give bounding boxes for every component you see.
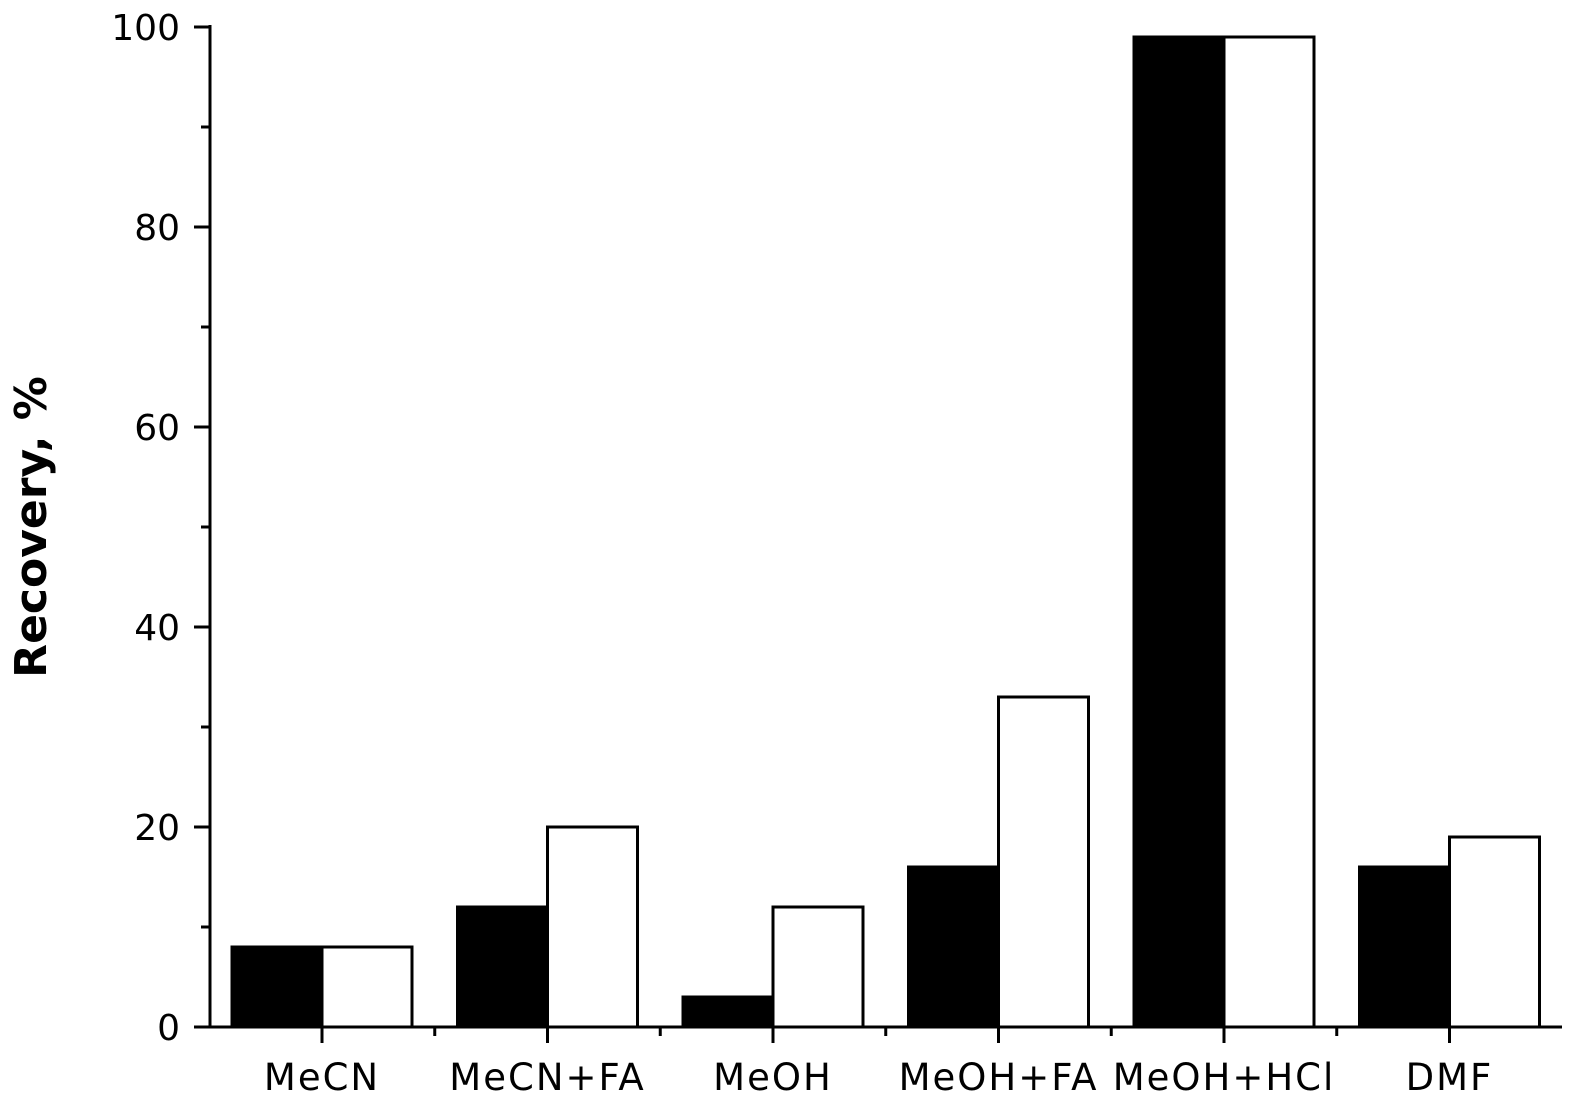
bar-groups [230,35,1541,1029]
x-axis-ticks: MeCN MeCN+FA MeOH MeOH+FA MeOH+HCl DMF [264,1027,1494,1099]
bar-filled [907,865,1000,1029]
bar-filled [681,995,775,1029]
bar-group [456,825,639,1029]
y-tick-label: 60 [134,408,180,449]
y-tick-label: 80 [134,208,180,249]
bar-filled [456,905,549,1029]
bar-group [681,905,865,1029]
y-tick-label: 0 [157,1008,180,1049]
x-tick-label: MeOH+FA [899,1056,1099,1099]
y-tick-label: 100 [111,8,180,49]
x-tick-label: MeCN [264,1056,380,1099]
bar-group [1132,35,1316,1029]
y-axis-ticks: 0 20 40 60 80 100 [111,8,210,1049]
x-tick-label: MeOH+HCl [1113,1056,1336,1099]
x-tick-label: DMF [1406,1056,1494,1099]
bar-open [1222,35,1316,1029]
bar-filled [1358,865,1451,1029]
bar-group [907,695,1090,1029]
bar-group [230,945,414,1029]
bar-filled [1132,35,1226,1029]
bar-open [771,905,865,1029]
x-tick-label: MeOH [713,1056,833,1099]
bar-filled [230,945,324,1029]
x-tick-label: MeCN+FA [449,1056,645,1099]
bar-open [1448,835,1541,1029]
bar-open [320,945,414,1029]
y-tick-label: 20 [134,808,180,849]
bar-open [546,825,639,1029]
bar-group [1358,835,1541,1029]
y-tick-label: 40 [134,608,180,649]
y-axis-title: Recovery, % [6,376,57,678]
bar-open [997,695,1090,1029]
